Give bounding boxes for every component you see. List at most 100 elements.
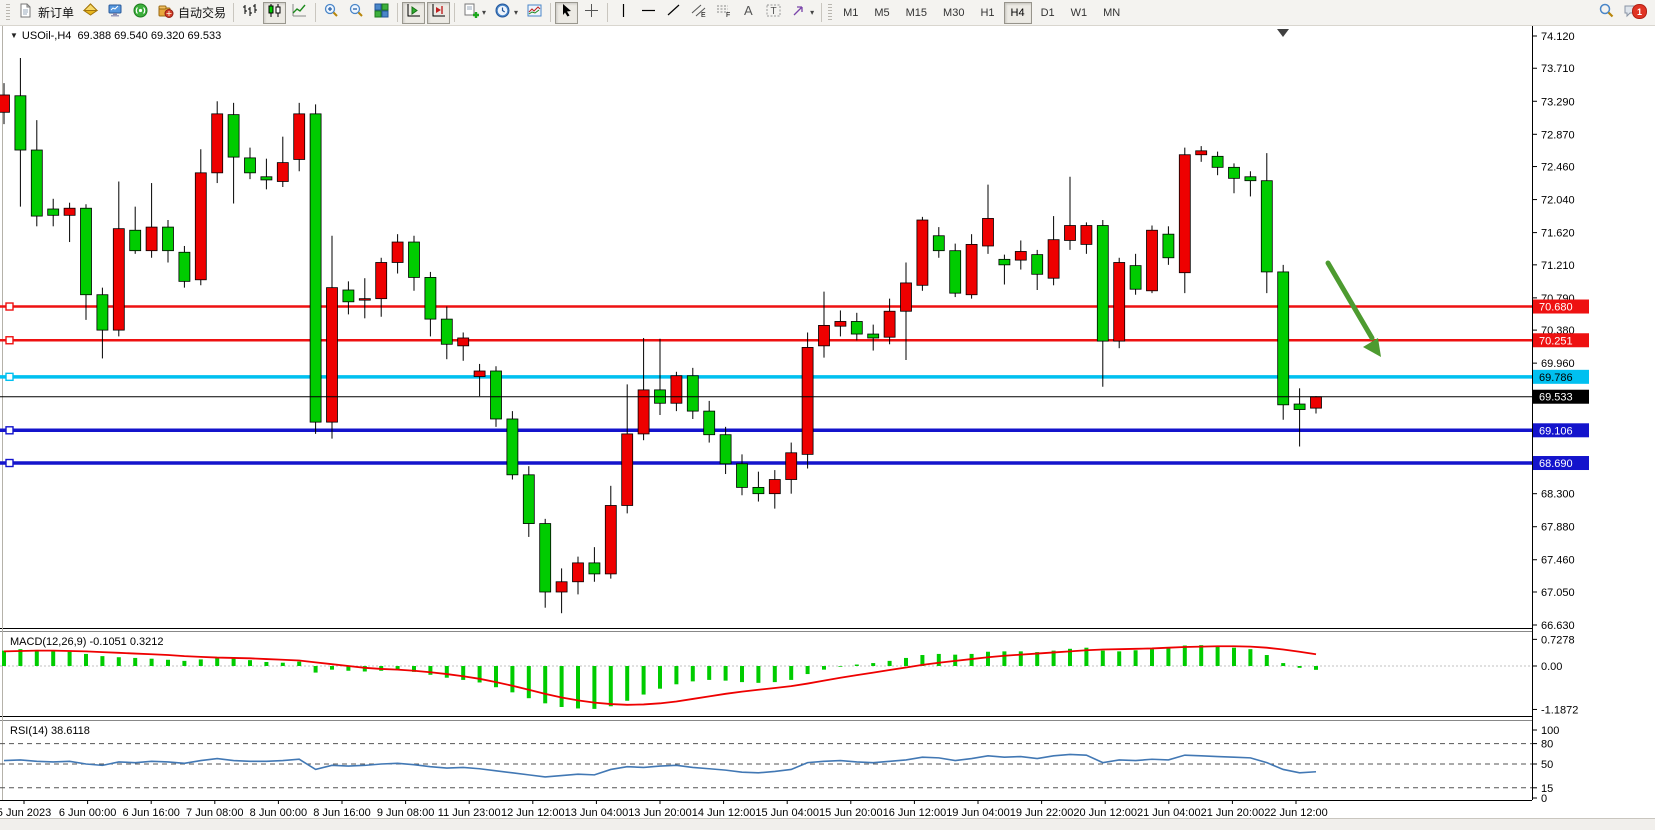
candle-body [1096, 225, 1109, 342]
candle-body [604, 505, 617, 575]
candle-body [1277, 271, 1290, 406]
fibonacci-icon: F [715, 2, 732, 24]
notifications-button[interactable]: 1 [1620, 2, 1647, 24]
cursor-button[interactable] [555, 1, 579, 24]
level-handle[interactable] [5, 302, 14, 311]
candle-body [719, 434, 732, 465]
timeframe-mn-button[interactable]: MN [1103, 6, 1121, 19]
channel-button[interactable]: E [687, 2, 710, 24]
candlestick-icon [266, 2, 283, 24]
candle-body [96, 294, 109, 331]
crosshair-button[interactable] [580, 2, 603, 24]
templates-button[interactable] [523, 2, 546, 24]
rsi-label[interactable]: RSI(14) 38.6118 [10, 725, 90, 737]
chevron-down-icon[interactable]: ▾ [810, 8, 815, 17]
text-label-icon: T [765, 2, 782, 24]
channel-icon: E [690, 2, 707, 24]
crosshair-icon [583, 2, 600, 24]
trendline-button[interactable] [662, 2, 685, 24]
level-handle[interactable] [5, 336, 14, 345]
level-handle[interactable] [5, 372, 14, 382]
toolbar-grip[interactable] [6, 3, 10, 22]
level-handle[interactable] [5, 458, 14, 468]
timeframe-h4-button[interactable]: H4 [1003, 1, 1032, 24]
toolbar-separator [454, 3, 456, 22]
auto-trading-button[interactable]: 自动交易 [154, 2, 229, 24]
timeframe-h1-button[interactable]: H1 [980, 6, 995, 19]
toolbar-grip[interactable] [828, 3, 833, 22]
terminal-button[interactable] [104, 2, 127, 24]
chart-shift-button[interactable] [427, 1, 451, 24]
candle-body [244, 157, 256, 174]
candle-body [375, 262, 388, 300]
candle-body [358, 298, 371, 301]
macd-axis-label: -1.1872 [1541, 704, 1578, 716]
trend-arrow-annotation[interactable] [1325, 260, 1375, 341]
market-watch-button[interactable] [79, 2, 102, 24]
timeframe-m30-button[interactable]: M30 [943, 6, 965, 19]
price-tick-label: 74.120 [1541, 31, 1575, 43]
time-axis-label: 15 Jun 04:00 [755, 807, 819, 818]
rsi-axis-label: 15 [1541, 783, 1553, 795]
candlestick-button[interactable] [263, 1, 287, 24]
vertical-line-icon [615, 2, 632, 24]
candle-body [326, 287, 338, 423]
timeframe-m15-button[interactable]: M15 [905, 6, 928, 19]
ohlc-values: 69.388 69.540 69.320 69.533 [77, 30, 222, 42]
vertical-line-button[interactable] [612, 2, 635, 24]
candle-body [47, 208, 60, 216]
chart-shift-icon [430, 2, 447, 24]
macd-signal-line [3, 645, 1317, 706]
trendline-icon [665, 2, 682, 24]
svg-text:F: F [726, 12, 730, 19]
timeframe-d1-button[interactable]: D1 [1040, 6, 1055, 19]
new-chart-button[interactable]: ▾ [459, 2, 489, 24]
tile-windows-button[interactable] [370, 2, 393, 24]
chart-shift-marker[interactable] [1277, 29, 1289, 37]
level-handle[interactable] [5, 426, 14, 435]
chevron-down-icon[interactable]: ▾ [482, 8, 487, 17]
timeframe-m1-button[interactable]: M1 [843, 6, 859, 19]
timeframe-w1-button[interactable]: W1 [1070, 6, 1088, 19]
zoom-out-button[interactable] [345, 2, 368, 24]
candle-body [883, 310, 896, 338]
candle-body [670, 375, 683, 404]
signals-button[interactable] [129, 2, 152, 24]
level-price-label: 70.680 [1539, 302, 1573, 314]
chart-canvas: 74.120 73.710 73.290 72.870 72.460 72.040 71.6… [0, 26, 1655, 819]
timeframe-m5-button[interactable]: M5 [874, 6, 890, 19]
periods-button[interactable]: ▾ [491, 2, 521, 24]
text-button[interactable]: A [737, 2, 760, 24]
macd-label[interactable]: MACD(12,26,9) -0.1051 0.3212 [10, 636, 164, 648]
candle-body [588, 562, 601, 575]
candle-body [1260, 180, 1273, 273]
auto-scroll-button[interactable] [402, 1, 426, 24]
time-axis-label: 16 Jun 12:00 [883, 807, 947, 818]
svg-text:E: E [701, 12, 706, 19]
time-axis-label: 7 Jun 08:00 [186, 807, 244, 818]
search-button[interactable] [1595, 2, 1618, 24]
level-price-badge [1533, 456, 1589, 471]
arrows-button[interactable]: ▾ [787, 2, 817, 24]
chart-title[interactable]: ▼ USOil-,H4 69.388 69.540 69.320 69.533 [10, 30, 221, 42]
symbol-timeframe: USOil-,H4 [21, 30, 72, 42]
level-price-badge [1533, 423, 1589, 438]
horizontal-line-button[interactable] [637, 2, 660, 24]
new-order-button[interactable]: 新订单 [14, 2, 77, 24]
rsi-axis-label: 0 [1541, 793, 1547, 805]
zoom-in-button[interactable] [320, 2, 343, 24]
monitor-icon [107, 2, 124, 24]
candle-body [14, 95, 27, 151]
line-chart-button[interactable] [288, 2, 311, 24]
time-axis-label: 14 Jun 12:00 [692, 807, 756, 818]
time-axis-label: 6 Jun 16:00 [122, 807, 180, 818]
candle-body [1031, 254, 1044, 275]
time-axis-label: 19 Jun 22:00 [1010, 807, 1074, 818]
chart-background [0, 26, 1655, 818]
candle-body [1129, 265, 1142, 290]
chevron-down-icon[interactable]: ▾ [514, 8, 519, 17]
label-button[interactable]: T [762, 2, 785, 24]
fibonacci-button[interactable]: F [712, 2, 735, 24]
price-tick-label: 72.040 [1541, 195, 1575, 207]
bar-chart-button[interactable] [238, 2, 261, 24]
